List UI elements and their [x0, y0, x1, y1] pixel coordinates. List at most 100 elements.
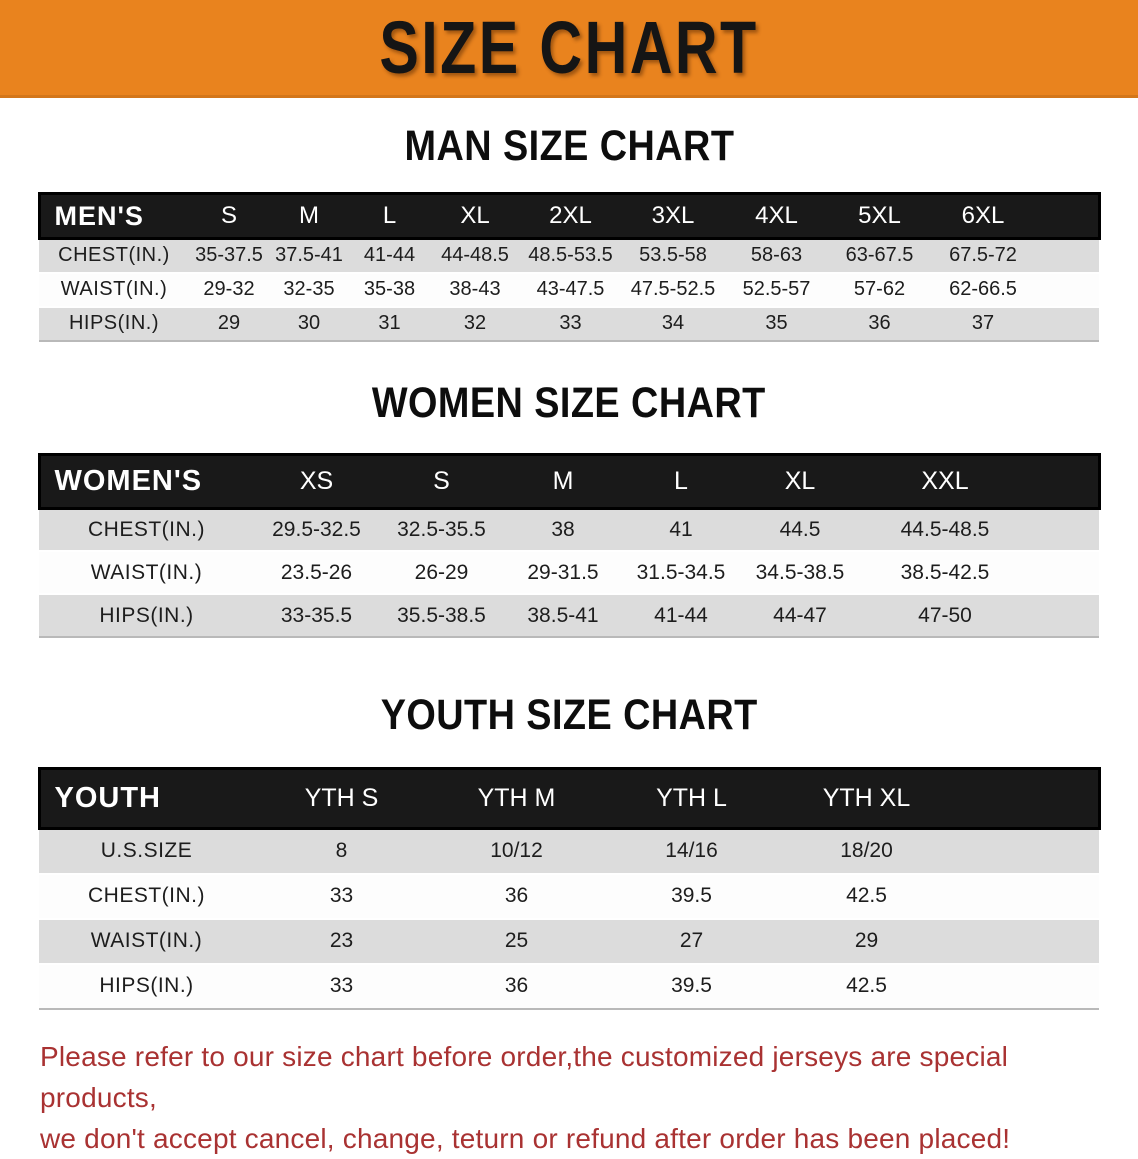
size-value-cell: 44-48.5: [430, 238, 520, 273]
size-value-cell: 38-43: [430, 272, 520, 307]
size-column-header: YTH L: [604, 767, 779, 830]
table-row: WAIST(IN.) 23 25 27 29: [39, 918, 1099, 964]
size-value-cell: 67.5-72: [931, 238, 1035, 273]
size-value-cell: 34.5-38.5: [740, 551, 860, 594]
disclaimer-line-2: we don't accept cancel, change, teturn o…: [40, 1122, 1011, 1154]
size-value-cell: 35.5-38.5: [379, 594, 504, 637]
table-row: CHEST(IN.) 33 36 39.5 42.5: [39, 873, 1099, 919]
table-header-label: MEN'S: [37, 192, 189, 240]
women-section-heading: WOMEN SIZE CHART: [0, 381, 1138, 425]
size-column-header: 2XL: [520, 192, 621, 240]
size-value-cell: 48.5-53.5: [520, 238, 621, 273]
size-value-cell: 32.5-35.5: [379, 508, 504, 551]
table-row: WAIST(IN.) 29-32 32-35 35-38 38-43 43-47.5 47.…: [39, 272, 1099, 307]
size-value-cell: 29: [189, 306, 269, 341]
size-column-header: YTH S: [254, 767, 429, 830]
size-value-cell: 53.5-58: [621, 238, 725, 273]
size-value-cell: 34: [621, 306, 725, 341]
size-column-header: M: [269, 192, 349, 240]
size-value-cell: 23: [254, 918, 429, 964]
row-label: CHEST(IN.): [39, 238, 189, 273]
youth-section-heading: YOUTH SIZE CHART: [0, 694, 1138, 737]
table-header-row: YOUTH YTH S YTH M YTH L YTH XL: [37, 767, 1101, 830]
size-value-cell: 47.5-52.5: [621, 272, 725, 307]
filler-cell: [1035, 272, 1099, 307]
size-value-cell: 18/20: [779, 828, 954, 874]
men-section-heading: MAN SIZE CHART: [0, 125, 1138, 168]
table-header-row: WOMEN'S XS S M L XL XXL: [37, 452, 1101, 510]
size-column-header: YTH M: [429, 767, 604, 830]
womens-size-table: WOMEN'S XS S M L XL XXL CHEST(IN.) 29.5-32.5 32.5…: [37, 452, 1101, 638]
size-value-cell: 43-47.5: [520, 272, 621, 307]
mens-size-table: MEN'S S M L XL 2XL 3XL 4XL 5XL 6XL CHEST(IN.) 35-37…: [37, 192, 1101, 342]
size-value-cell: 32: [430, 306, 520, 341]
youth-size-table: YOUTH YTH S YTH M YTH L YTH XL U.S.SIZE 8 10/12…: [37, 767, 1101, 1010]
size-value-cell: 58-63: [725, 238, 828, 273]
size-value-cell: 30: [269, 306, 349, 341]
size-value-cell: 42.5: [779, 963, 954, 1009]
size-value-cell: 44-47: [740, 594, 860, 637]
size-value-cell: 29-32: [189, 272, 269, 307]
filler-cell: [954, 918, 1099, 964]
banner-title: SIZE CHART: [379, 5, 759, 89]
row-label: HIPS(IN.): [39, 594, 254, 637]
size-value-cell: 63-67.5: [828, 238, 931, 273]
table-row: HIPS(IN.) 33-35.5 35.5-38.5 38.5-41 41-44 44-…: [39, 594, 1099, 637]
filler-cell: [1030, 452, 1101, 510]
size-column-header: L: [349, 192, 430, 240]
women-section: WOMEN SIZE CHART WOMEN'S XS S M L XL XXL CHEST(…: [0, 381, 1138, 638]
table-row: HIPS(IN.) 29 30 31 32 33 34 35 36 37: [39, 306, 1099, 341]
row-label: HIPS(IN.): [39, 306, 189, 341]
order-disclaimer: Please refer to our size chart before or…: [40, 1036, 1102, 1159]
size-value-cell: 33: [254, 963, 429, 1009]
size-value-cell: 36: [429, 873, 604, 919]
size-column-header: XL: [740, 452, 860, 510]
size-column-header: 5XL: [828, 192, 931, 240]
size-value-cell: 57-62: [828, 272, 931, 307]
size-value-cell: 38.5-41: [504, 594, 622, 637]
size-value-cell: 37: [931, 306, 1035, 341]
size-value-cell: 39.5: [604, 873, 779, 919]
filler-cell: [1035, 306, 1099, 341]
size-value-cell: 35: [725, 306, 828, 341]
size-column-header: XS: [254, 452, 379, 510]
size-value-cell: 29-31.5: [504, 551, 622, 594]
filler-cell: [1030, 551, 1099, 594]
size-value-cell: 44.5-48.5: [860, 508, 1030, 551]
size-column-header: XL: [430, 192, 520, 240]
size-value-cell: 62-66.5: [931, 272, 1035, 307]
size-value-cell: 36: [828, 306, 931, 341]
table-row: CHEST(IN.) 35-37.5 37.5-41 41-44 44-48.5 48.5…: [39, 238, 1099, 273]
size-value-cell: 10/12: [429, 828, 604, 874]
size-value-cell: 32-35: [269, 272, 349, 307]
size-value-cell: 38.5-42.5: [860, 551, 1030, 594]
size-value-cell: 36: [429, 963, 604, 1009]
disclaimer-line-1: Please refer to our size chart before or…: [40, 1040, 1009, 1113]
size-value-cell: 25: [429, 918, 604, 964]
size-value-cell: 33-35.5: [254, 594, 379, 637]
size-value-cell: 35-38: [349, 272, 430, 307]
size-value-cell: 31.5-34.5: [622, 551, 740, 594]
filler-cell: [1035, 192, 1101, 240]
row-label: CHEST(IN.): [39, 508, 254, 551]
filler-cell: [954, 963, 1099, 1009]
youth-section: YOUTH SIZE CHART YOUTH YTH S YTH M YTH L YTH…: [0, 694, 1138, 1010]
row-label: WAIST(IN.): [39, 272, 189, 307]
size-column-header: YTH XL: [779, 767, 954, 830]
size-value-cell: 29: [779, 918, 954, 964]
size-value-cell: 41-44: [349, 238, 430, 273]
size-value-cell: 26-29: [379, 551, 504, 594]
table-row: CHEST(IN.) 29.5-32.5 32.5-35.5 38 41 44.5 44.5…: [39, 508, 1099, 551]
size-column-header: S: [379, 452, 504, 510]
size-value-cell: 23.5-26: [254, 551, 379, 594]
filler-cell: [954, 873, 1099, 919]
size-value-cell: 29.5-32.5: [254, 508, 379, 551]
row-label: U.S.SIZE: [39, 828, 254, 874]
size-value-cell: 41-44: [622, 594, 740, 637]
size-column-header: 4XL: [725, 192, 828, 240]
table-row: HIPS(IN.) 33 36 39.5 42.5: [39, 963, 1099, 1009]
size-value-cell: 27: [604, 918, 779, 964]
size-value-cell: 42.5: [779, 873, 954, 919]
size-value-cell: 14/16: [604, 828, 779, 874]
size-column-header: 6XL: [931, 192, 1035, 240]
